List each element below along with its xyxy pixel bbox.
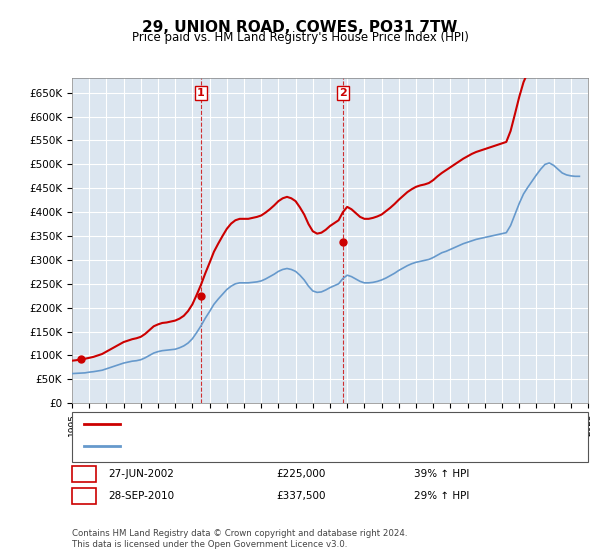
Text: HPI: Average price, detached house, Isle of Wight: HPI: Average price, detached house, Isle… (126, 441, 384, 451)
Text: 27-JUN-2002: 27-JUN-2002 (108, 469, 174, 479)
Text: 29, UNION ROAD, COWES, PO31 7TW (detached house): 29, UNION ROAD, COWES, PO31 7TW (detache… (126, 419, 415, 429)
Text: Price paid vs. HM Land Registry's House Price Index (HPI): Price paid vs. HM Land Registry's House … (131, 31, 469, 44)
Text: £225,000: £225,000 (276, 469, 325, 479)
Text: 29, UNION ROAD, COWES, PO31 7TW: 29, UNION ROAD, COWES, PO31 7TW (142, 20, 458, 35)
Text: 39% ↑ HPI: 39% ↑ HPI (414, 469, 469, 479)
Text: 2: 2 (80, 491, 88, 501)
Text: 1: 1 (197, 88, 205, 98)
Text: 29% ↑ HPI: 29% ↑ HPI (414, 491, 469, 501)
Text: 1: 1 (80, 469, 88, 479)
Text: 2: 2 (339, 88, 347, 98)
Text: Contains HM Land Registry data © Crown copyright and database right 2024.
This d: Contains HM Land Registry data © Crown c… (72, 529, 407, 549)
Text: 28-SEP-2010: 28-SEP-2010 (108, 491, 174, 501)
Text: £337,500: £337,500 (276, 491, 325, 501)
